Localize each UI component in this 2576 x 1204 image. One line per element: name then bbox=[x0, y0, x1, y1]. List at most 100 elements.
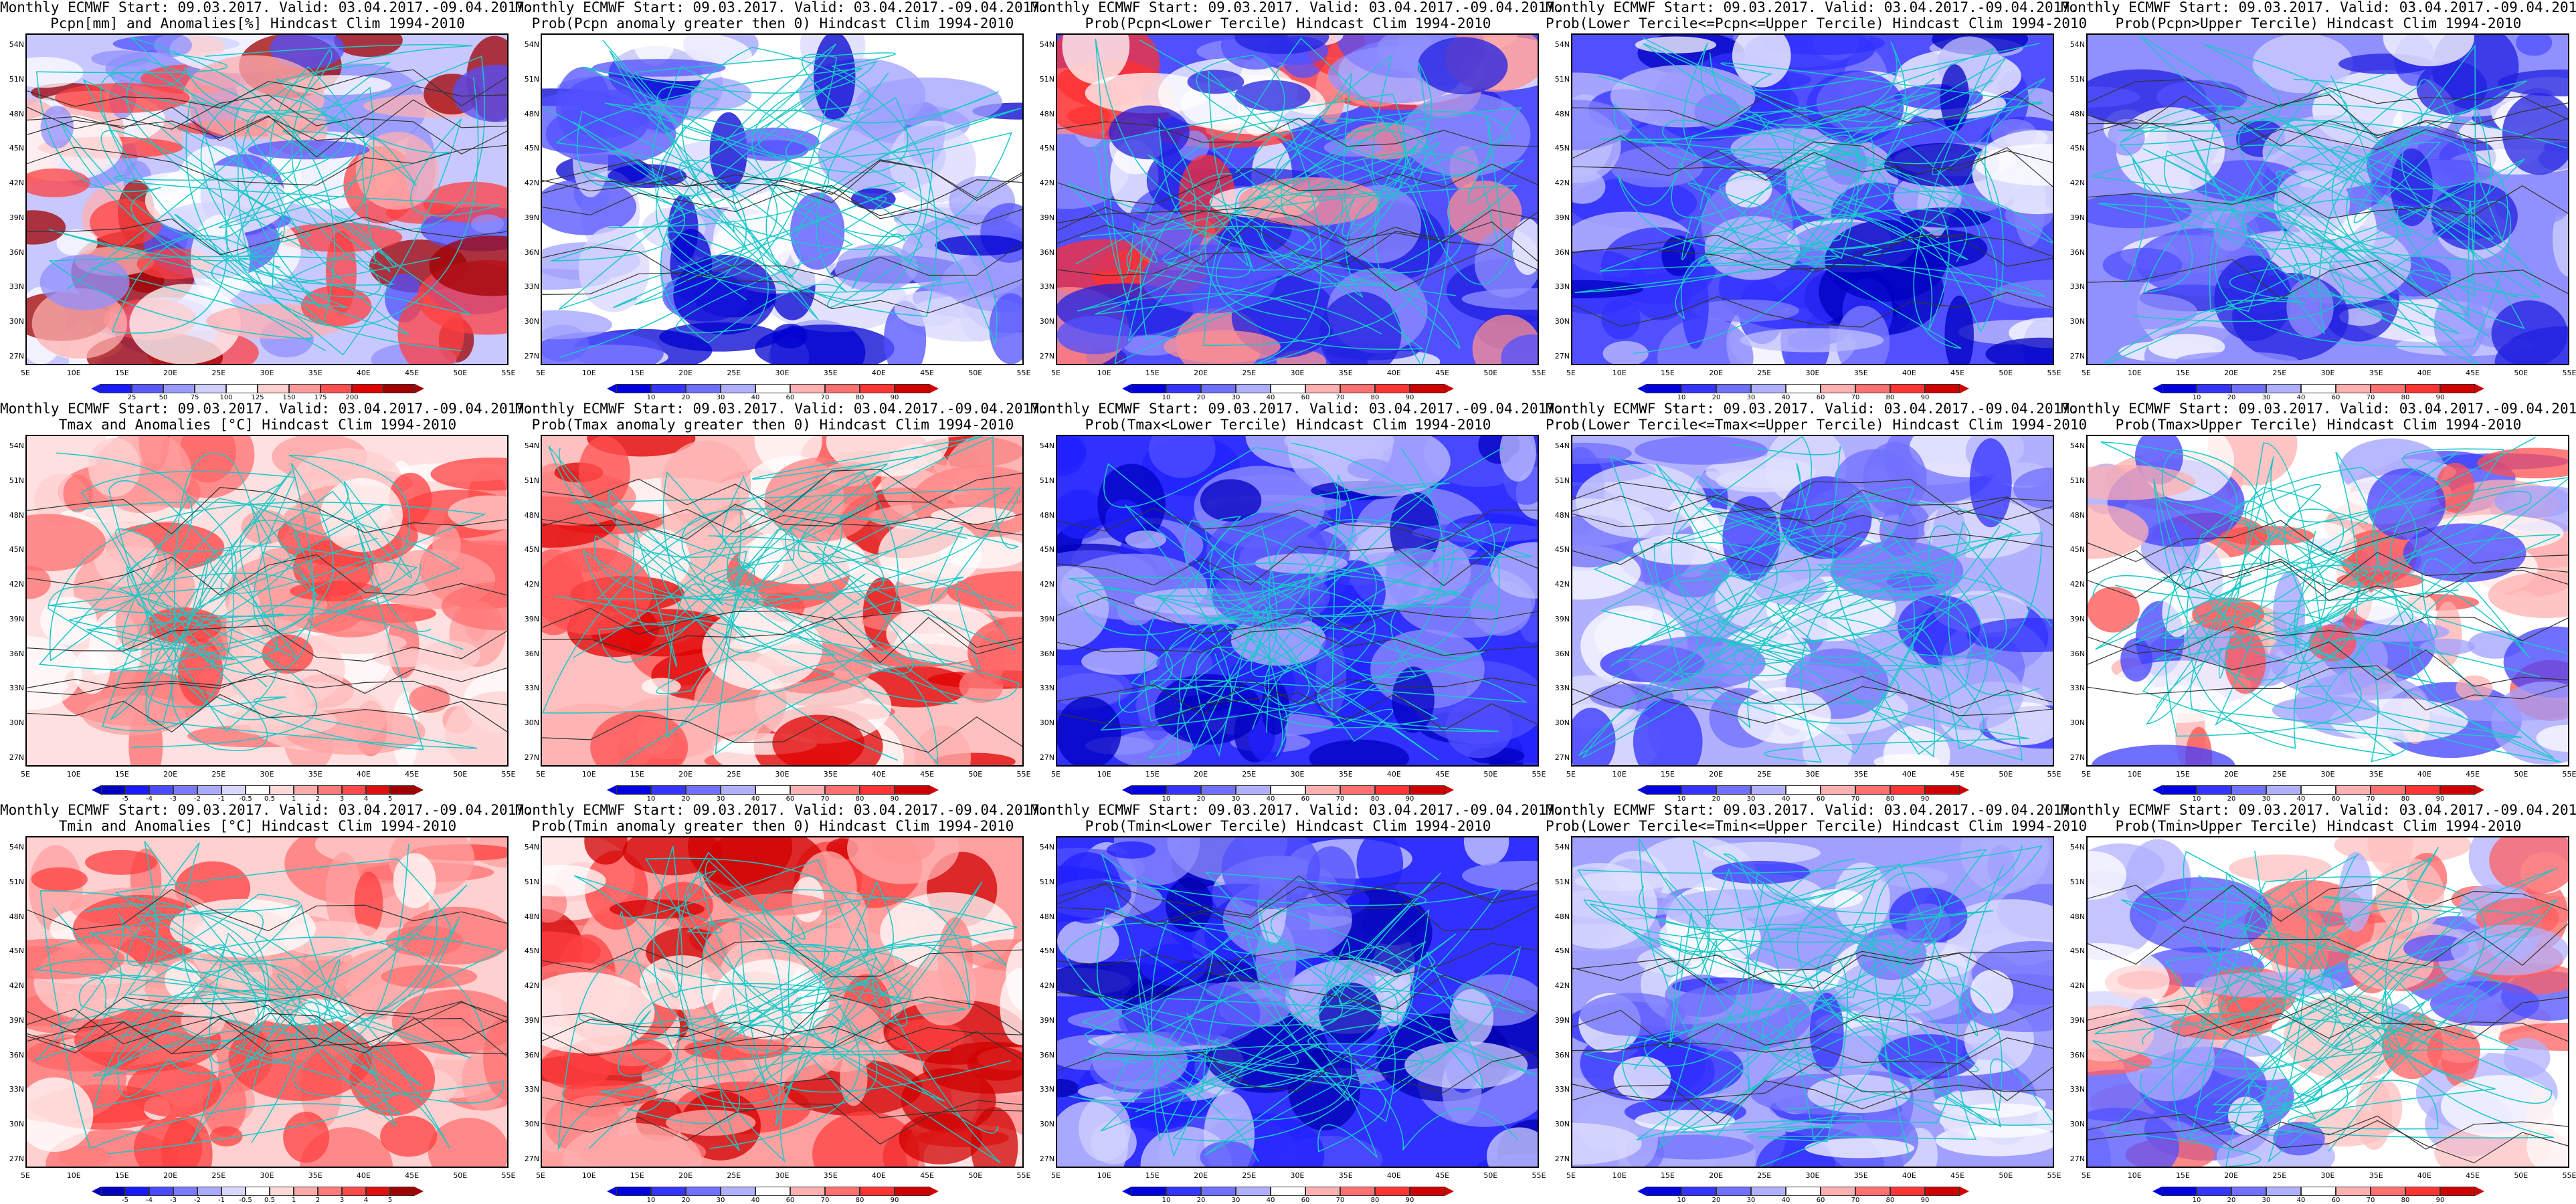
colorbar-cell bbox=[390, 785, 414, 795]
field-blob bbox=[1805, 1138, 1915, 1159]
field-blob bbox=[590, 710, 688, 765]
colorbar-cell bbox=[1166, 1187, 1201, 1196]
colorbar-cell bbox=[2336, 785, 2371, 795]
lat-tick-label: 42N bbox=[9, 580, 24, 589]
colorbar-cell bbox=[1751, 1187, 1786, 1196]
colorbar-label: 4 bbox=[363, 1197, 369, 1204]
border-line bbox=[542, 436, 983, 714]
lon-tick-label: 15E bbox=[114, 770, 129, 779]
lon-tick-label: 15E bbox=[1145, 369, 1160, 377]
colorbar-cell bbox=[270, 785, 294, 795]
lon-tick-label: 5E bbox=[21, 1171, 30, 1180]
contour-line bbox=[27, 625, 507, 662]
lat-tick-label: 54N bbox=[524, 843, 539, 851]
colorbar-cell bbox=[2371, 1187, 2405, 1196]
lat-tick-label: 33N bbox=[1039, 282, 1054, 292]
colorbar-cell bbox=[132, 384, 163, 393]
lat-tick-label: 45N bbox=[1039, 545, 1054, 555]
colorbar-cell bbox=[2440, 785, 2475, 795]
border-line bbox=[48, 69, 391, 340]
field-blob bbox=[542, 332, 664, 364]
lat-tick-label: 45N bbox=[9, 545, 24, 555]
colorbar-label: 70 bbox=[1336, 394, 1345, 401]
lat-tick-label: 27N bbox=[9, 352, 24, 361]
field-blob bbox=[542, 547, 652, 635]
colorbar-max-arrow bbox=[2475, 785, 2484, 795]
lon-tick-label: 35E bbox=[2369, 1171, 2383, 1180]
field-blob bbox=[673, 254, 777, 335]
lat-tick-label: 51N bbox=[2069, 476, 2085, 485]
field-blob bbox=[1464, 837, 1509, 866]
lat-tick-label: 36N bbox=[2069, 649, 2085, 658]
lon-tick-label: 25E bbox=[1242, 1171, 1257, 1180]
colorbar-cell bbox=[651, 785, 686, 795]
colorbar-cell bbox=[289, 384, 320, 393]
field-blob bbox=[2286, 278, 2334, 338]
colorbar-label: 70 bbox=[1336, 1197, 1345, 1204]
colorbar-cell bbox=[1271, 1187, 1305, 1196]
lat-tick-label: 39N bbox=[2069, 614, 2085, 623]
colorbar-cell bbox=[790, 384, 825, 393]
field-blob bbox=[2088, 1108, 2179, 1167]
colorbar-label: 90 bbox=[2435, 394, 2445, 401]
border-line bbox=[39, 890, 423, 1155]
border-line bbox=[555, 463, 1020, 701]
lat-tick-label: 51N bbox=[1039, 476, 1054, 485]
border-line bbox=[1683, 42, 1995, 349]
colorbar-cell bbox=[125, 785, 149, 795]
field-blob bbox=[947, 571, 1022, 612]
colorbar-cell bbox=[173, 785, 197, 795]
lon-tick-label: 20E bbox=[163, 770, 178, 779]
contour-line bbox=[2088, 1114, 2568, 1150]
contour-line bbox=[1572, 531, 2053, 567]
panel-title-line2: Prob(Tmax anomaly greater then 0) Hindca… bbox=[531, 417, 1014, 433]
colorbar-label: 60 bbox=[2331, 394, 2340, 401]
lon-tick-label: 5E bbox=[1566, 369, 1576, 377]
lon-tick-label: 30E bbox=[775, 1171, 790, 1180]
colorbar-cell bbox=[616, 785, 651, 795]
field-blob bbox=[266, 966, 309, 1015]
lat-tick-label: 42N bbox=[1554, 981, 1570, 991]
lon-tick-label: 45E bbox=[405, 770, 420, 779]
lat-tick-label: 30N bbox=[2069, 1120, 2085, 1129]
contour-line bbox=[542, 994, 1022, 1040]
colorbar-cell bbox=[790, 1187, 825, 1196]
colorbar-label: 30 bbox=[1231, 1197, 1240, 1204]
lon-tick-label: 40E bbox=[1902, 770, 1916, 779]
border-line bbox=[583, 60, 1022, 306]
lon-tick-label: 10E bbox=[1612, 770, 1627, 779]
colorbar-label: 90 bbox=[890, 394, 899, 401]
border-line bbox=[100, 55, 486, 290]
colorbar-cell bbox=[721, 384, 755, 393]
colorbar-cell bbox=[173, 1187, 197, 1196]
colorbar-cell bbox=[197, 785, 221, 795]
lon-tick-label: 10E bbox=[1097, 1171, 1111, 1180]
lat-tick-label: 30N bbox=[9, 718, 24, 728]
field-blob bbox=[441, 582, 507, 631]
border-line bbox=[52, 841, 468, 1126]
lon-tick-label: 20E bbox=[163, 1171, 178, 1180]
colorbar-cell bbox=[895, 785, 929, 795]
field-blob bbox=[1760, 35, 1885, 56]
lat-tick-label: 54N bbox=[2069, 843, 2085, 851]
field-blob bbox=[82, 695, 187, 736]
lat-tick-label: 45N bbox=[9, 144, 24, 153]
field-blob bbox=[1200, 479, 1262, 522]
field-blob bbox=[1462, 860, 1538, 891]
lon-tick-label: 45E bbox=[920, 1171, 935, 1180]
colorbar-cell bbox=[101, 785, 125, 795]
colorbar-cell bbox=[1166, 384, 1201, 393]
colorbar-cell bbox=[1305, 384, 1340, 393]
colorbar-cell bbox=[2301, 1187, 2336, 1196]
colorbar-label: 70 bbox=[1851, 394, 1860, 401]
lon-tick-label: 50E bbox=[453, 369, 468, 377]
lon-tick-label: 5E bbox=[1566, 770, 1576, 779]
lon-tick-label: 5E bbox=[2082, 770, 2091, 779]
field-blob bbox=[283, 1112, 330, 1163]
map-panel: Monthly ECMWF Start: 09.03.2017. Valid: … bbox=[1030, 0, 1564, 401]
map-panel: Monthly ECMWF Start: 09.03.2017. Valid: … bbox=[1546, 401, 2087, 803]
map-field bbox=[25, 836, 509, 1168]
lon-tick-label: 10E bbox=[1097, 770, 1111, 779]
colorbar-cell bbox=[2371, 384, 2405, 393]
contour-line bbox=[2088, 118, 2568, 150]
